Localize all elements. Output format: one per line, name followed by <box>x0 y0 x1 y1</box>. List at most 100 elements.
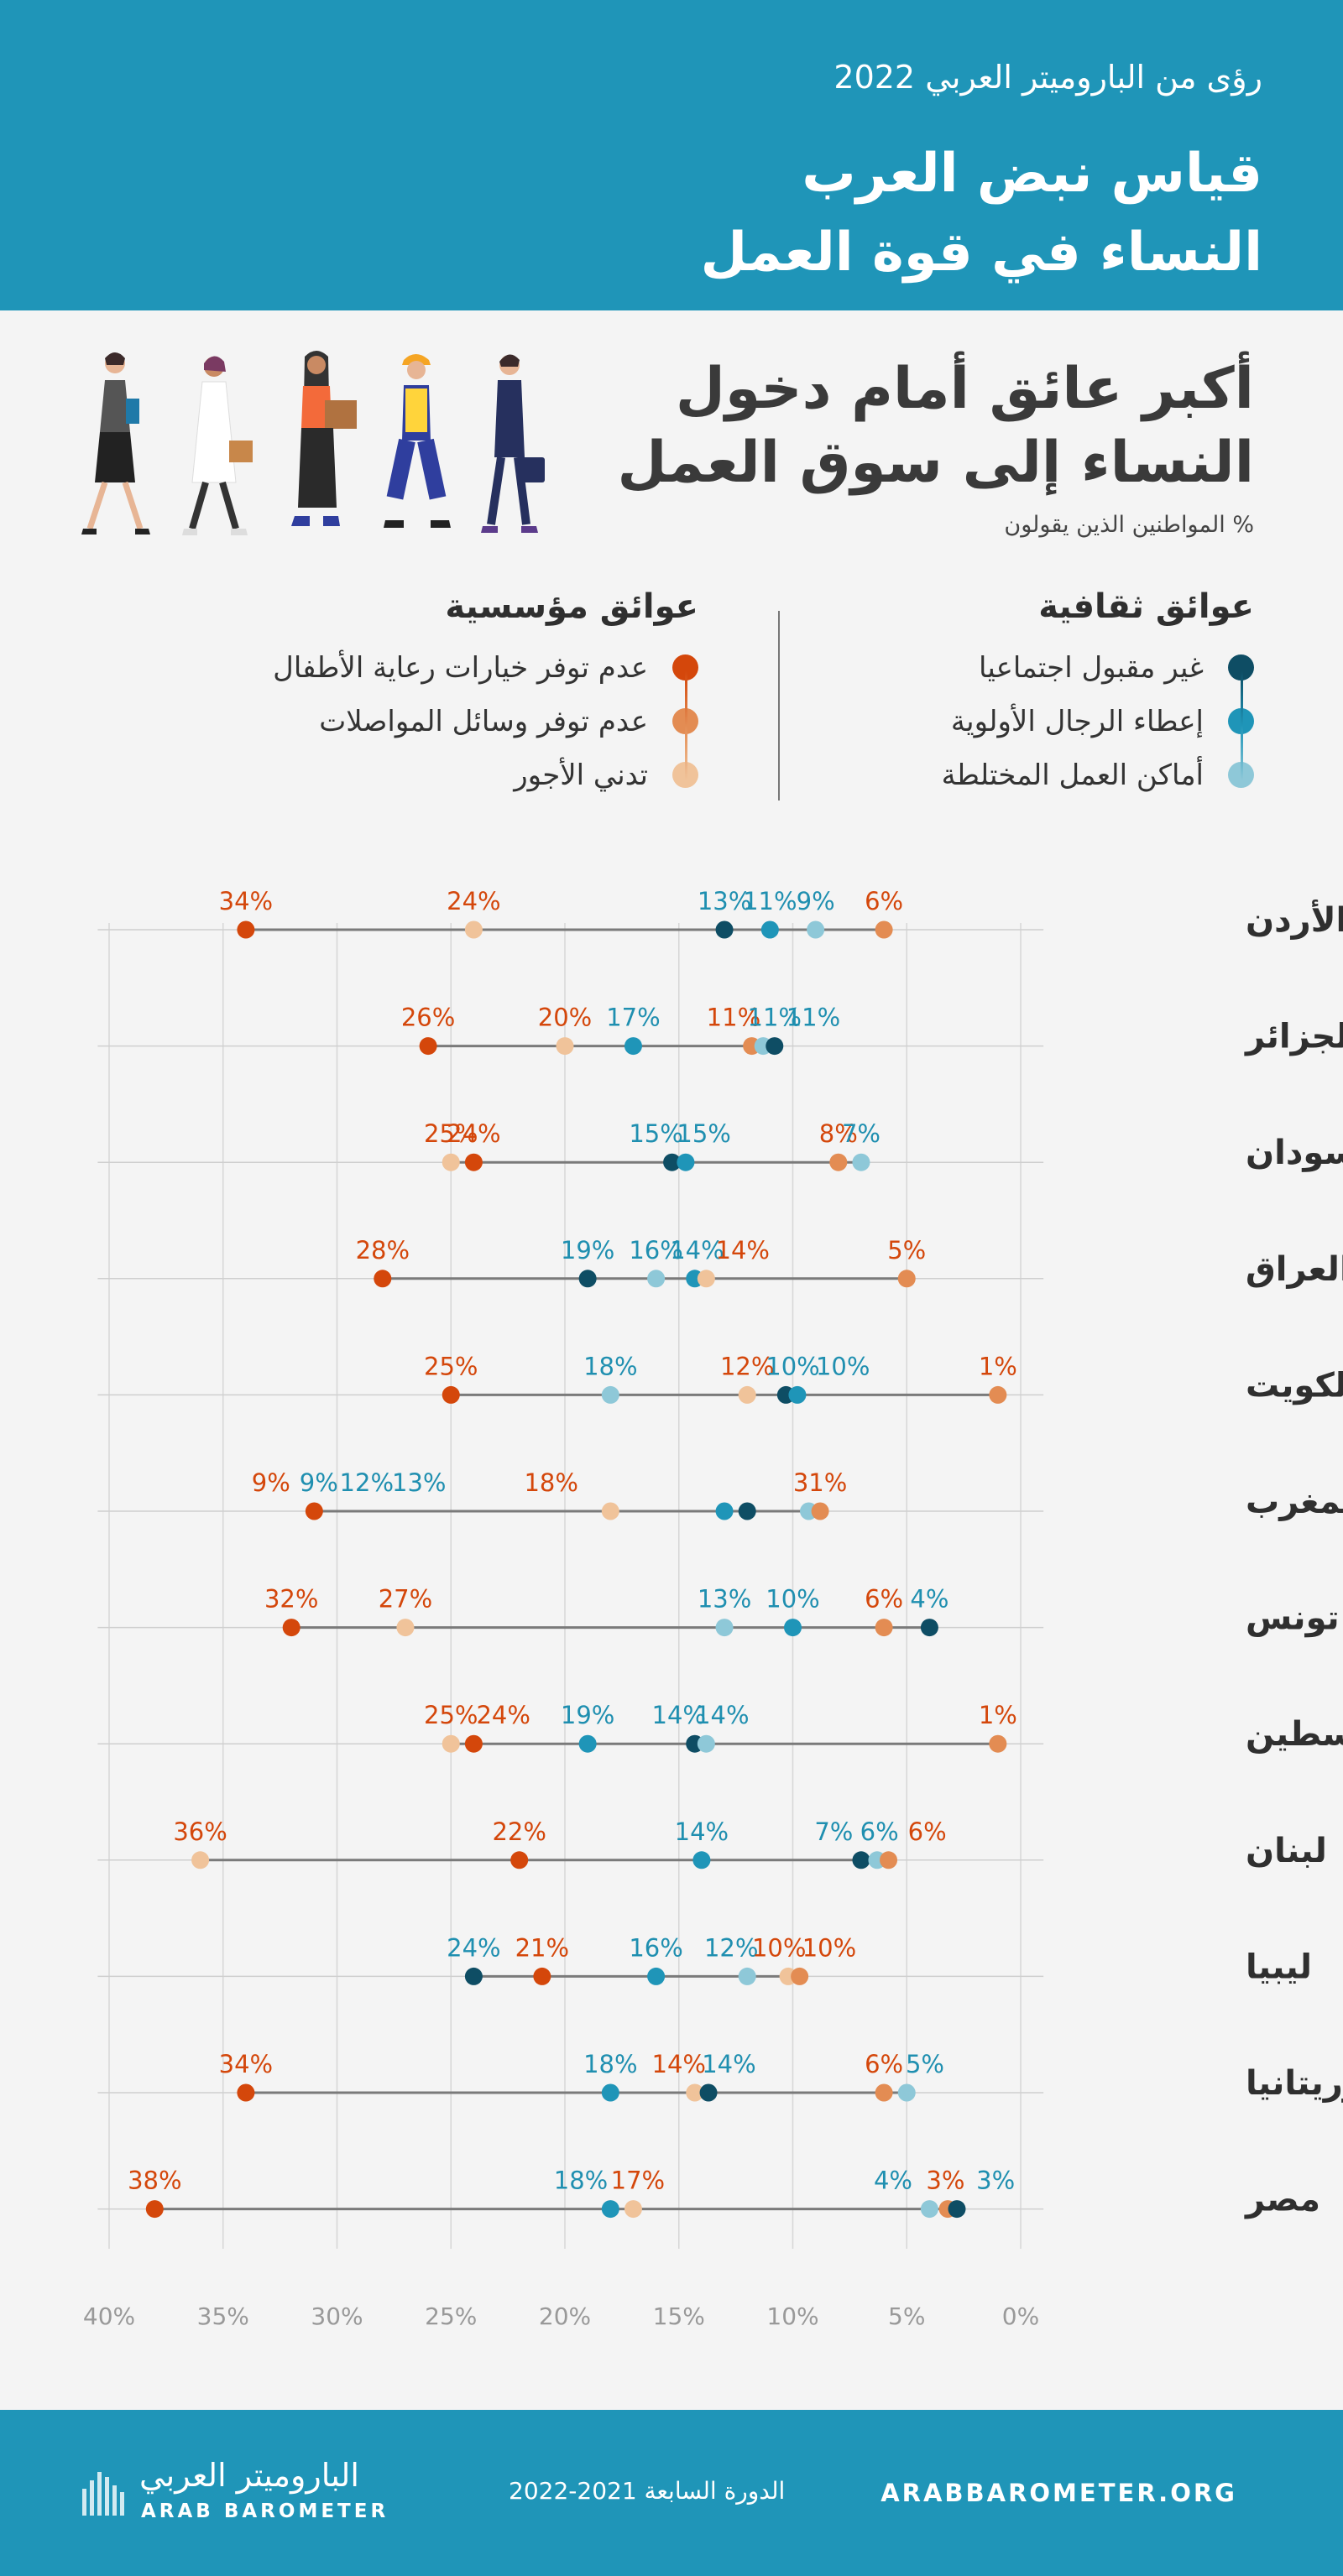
value-label: 13% <box>698 1585 751 1614</box>
country-label: الأردن <box>1246 899 1343 940</box>
point-childcare <box>464 1153 483 1171</box>
country-label: مصر <box>1244 2181 1320 2219</box>
country-row: مصر 38% 18% 17% 4% 3% 3% <box>97 2167 1320 2219</box>
point-childcare <box>374 1270 392 1288</box>
x-tick-label: 35% <box>197 2302 249 2330</box>
value-label: 15% <box>629 1119 682 1148</box>
point-wages <box>738 1385 756 1404</box>
barometer-bars-icon <box>82 2472 124 2516</box>
value-label: 26% <box>401 1004 455 1032</box>
logo-arabic-text: الباروميتر العربي <box>139 2457 359 2494</box>
value-label: 10% <box>802 1933 856 1962</box>
country-row: السودان 25%24% 15%15% 8%7% <box>97 1119 1343 1172</box>
x-tick-label: 0% <box>1002 2302 1039 2330</box>
legend-divider <box>778 611 780 800</box>
value-label: 13% <box>698 887 751 915</box>
point-childcare <box>237 2083 255 2102</box>
point-transport <box>829 1153 848 1171</box>
point-transport <box>811 1502 829 1520</box>
value-label: 34% <box>219 887 273 915</box>
legend-item-wages: تدني الأجور <box>273 748 698 802</box>
x-tick-label: 15% <box>653 2302 705 2330</box>
value-label: 3% <box>976 2167 1015 2195</box>
website-link[interactable]: ARABBAROMETER.ORG <box>881 2479 1237 2507</box>
legend-item-mixed: أماكن العمل المختلطة <box>942 748 1254 802</box>
value-label: 11% <box>707 1004 760 1032</box>
header-kicker: رؤى من الباروميتر العربي 2022 <box>833 59 1262 96</box>
construction-worker-figure-icon <box>384 354 451 528</box>
legend-label-wages: تدني الأجور <box>514 759 648 792</box>
country-label: المغرب <box>1246 1483 1343 1521</box>
point-priority <box>647 1967 666 1985</box>
country-row: الأردن 34% 24% 13%11% 9% 6% <box>97 887 1343 940</box>
value-label: 3% <box>926 2167 964 2195</box>
value-label: 21% <box>515 1933 569 1962</box>
value-label: 14% <box>652 2050 706 2078</box>
point-transport <box>880 1851 898 1869</box>
point-mixed <box>920 2200 938 2219</box>
legend-item-childcare: عدم توفر خيارات رعاية الأطفال <box>273 641 698 695</box>
point-childcare <box>533 1967 551 1985</box>
page-title-line2: النساء في قوة العمل <box>700 222 1262 284</box>
point-social <box>766 1037 784 1056</box>
value-label: 10% <box>766 1352 819 1380</box>
point-wages <box>624 2200 642 2219</box>
value-label: 12% <box>340 1468 394 1497</box>
value-label: 15% <box>677 1119 730 1148</box>
point-priority <box>760 920 779 939</box>
x-tick-label: 30% <box>311 2302 363 2330</box>
value-label: 1% <box>979 1352 1017 1380</box>
x-tick-label: 5% <box>888 2302 925 2330</box>
value-label: 10% <box>816 1352 870 1380</box>
point-wages <box>442 1153 460 1171</box>
legend-cultural: عوائق ثقافية غير مقبول اجتماعيا إعطاء ال… <box>942 587 1254 802</box>
chart-grid <box>108 923 1022 2249</box>
legend-label-priority: إعطاء الرجال الأولوية <box>950 705 1204 738</box>
dot-plot-chart: الأردن34%24%13%11%9%6%الجزائر26%20%17%11… <box>83 887 1343 2330</box>
value-label: 38% <box>128 2167 181 2195</box>
chart-rows: الأردن34%24%13%11%9%6%الجزائر26%20%17%11… <box>97 887 1343 2219</box>
value-label: 31% <box>793 1468 847 1497</box>
country-label: لبنان <box>1246 1832 1327 1870</box>
legend-label-mixed: أماكن العمل المختلطة <box>941 759 1204 792</box>
value-label: 4% <box>910 1585 948 1614</box>
value-label: 6% <box>865 887 903 915</box>
point-transport <box>897 1270 916 1288</box>
value-label: 6% <box>865 2050 903 2078</box>
value-label: 11% <box>786 1004 840 1032</box>
x-axis: 40% 35% 30% 25% 20% 15% 10% 5% 0% <box>83 2302 1039 2330</box>
value-label: 10% <box>766 1585 819 1614</box>
value-label: 16% <box>629 1933 682 1962</box>
header-banner: رؤى من الباروميتر العربي 2022 قياس نبض ا… <box>0 0 1343 310</box>
point-mixed <box>807 920 825 939</box>
point-transport <box>989 1385 1007 1404</box>
value-label: 13% <box>392 1468 446 1497</box>
point-wages <box>601 1502 619 1520</box>
country-row: المغرب9%9%12%13%18%31% <box>97 1468 1343 1521</box>
country-row: موريتانيا 34% 18% 14%14% 6%5% <box>97 2050 1343 2103</box>
chart-heading-line1: أكبر عائق أمام دخول <box>675 356 1254 422</box>
point-transport <box>875 1619 893 1637</box>
value-label: 25% <box>424 1701 478 1729</box>
value-label: 32% <box>264 1585 318 1614</box>
point-childcare <box>282 1619 300 1637</box>
country-label: الكويت <box>1246 1366 1343 1405</box>
value-label: 18% <box>554 2167 608 2195</box>
point-priority <box>624 1037 642 1056</box>
legend-item-priority: إعطاء الرجال الأولوية <box>942 695 1254 748</box>
point-social <box>699 2083 718 2102</box>
logo-english-text: ARAB BAROMETER <box>141 2500 389 2522</box>
value-label: 25% <box>424 1352 478 1380</box>
value-label: 9% <box>252 1468 290 1497</box>
country-label: تونس <box>1246 1599 1340 1638</box>
point-transport <box>875 2083 893 2102</box>
legend-institutional: عوائق مؤسسية عدم توفر خيارات رعاية الأطف… <box>273 587 698 802</box>
value-label: 24% <box>476 1701 530 1729</box>
country-label: ليبيا <box>1246 1948 1312 1986</box>
point-priority <box>601 2200 619 2219</box>
women-illustration <box>81 351 545 535</box>
value-label: 11% <box>748 1004 802 1032</box>
x-tick-label: 10% <box>766 2302 818 2330</box>
